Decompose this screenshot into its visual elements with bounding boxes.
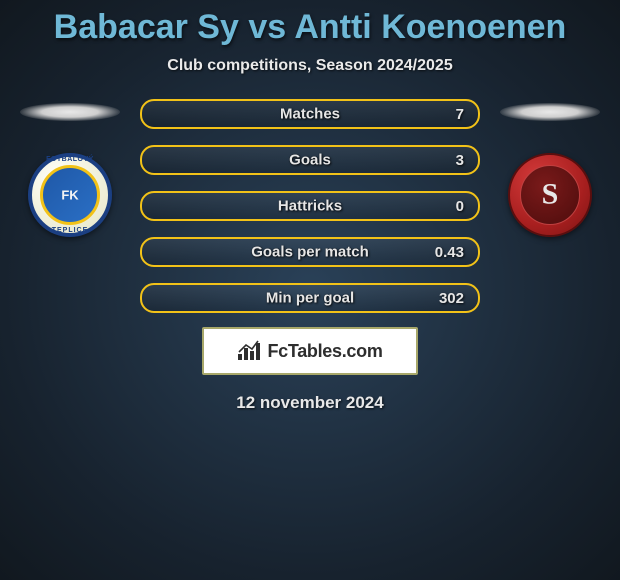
stat-label: Goals (289, 152, 331, 169)
player-placeholder-left (20, 103, 120, 121)
player-placeholder-right (500, 103, 600, 121)
stat-row-min-per-goal: Min per goal 302 (140, 283, 480, 313)
stat-row-goals: Goals 3 (140, 145, 480, 175)
stat-label: Matches (280, 106, 340, 123)
stat-row-matches: Matches 7 (140, 99, 480, 129)
stat-label: Min per goal (266, 290, 354, 307)
branding-text: FcTables.com (267, 341, 382, 362)
stat-right-value: 0 (444, 198, 464, 215)
right-player-column (500, 99, 600, 237)
branding-box[interactable]: FcTables.com (202, 327, 418, 375)
stat-right-value: 302 (439, 290, 464, 307)
widget-container: Babacar Sy vs Antti Koenoenen Club compe… (0, 0, 620, 413)
stat-right-value: 3 (444, 152, 464, 169)
date-line: 12 november 2024 (0, 393, 620, 413)
stat-right-value: 0.43 (435, 244, 464, 261)
left-player-column: FOTBALOVÝ TEPLICE (20, 99, 120, 237)
stats-column: Matches 7 Goals 3 Hattricks 0 Goals per … (140, 99, 480, 313)
left-club-ring-top: FOTBALOVÝ (32, 156, 108, 163)
stat-right-value: 7 (444, 106, 464, 123)
left-club-logo: FOTBALOVÝ TEPLICE (28, 153, 112, 237)
bar-chart-icon (237, 340, 261, 362)
stat-row-hattricks: Hattricks 0 (140, 191, 480, 221)
right-club-logo (508, 153, 592, 237)
main-row: FOTBALOVÝ TEPLICE Matches 7 Goals 3 Hatt… (0, 99, 620, 313)
page-title: Babacar Sy vs Antti Koenoenen (0, 8, 620, 47)
stat-label: Hattricks (278, 198, 342, 215)
stat-row-goals-per-match: Goals per match 0.43 (140, 237, 480, 267)
left-club-ring-bottom: TEPLICE (32, 227, 108, 234)
stat-label: Goals per match (251, 244, 369, 261)
subtitle: Club competitions, Season 2024/2025 (0, 57, 620, 75)
